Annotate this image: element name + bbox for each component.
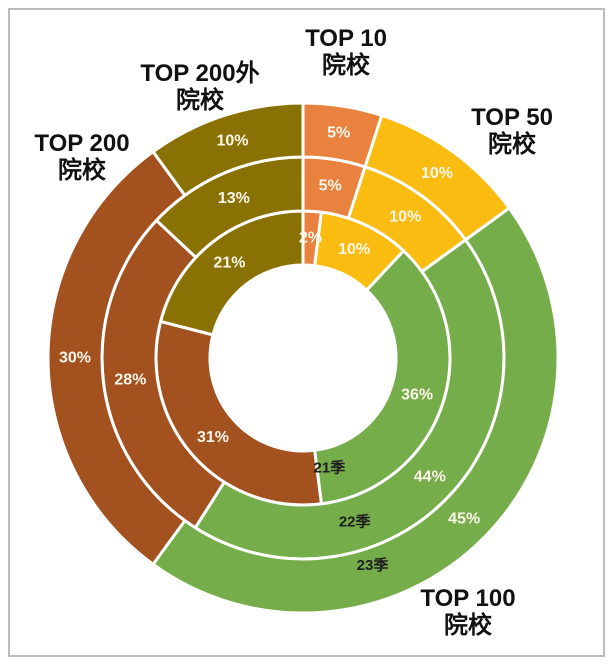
segment-value-label: 2% — [299, 230, 322, 247]
segment-23季-TOP 100 — [151, 206, 560, 615]
segment-value-label: 31% — [197, 429, 229, 446]
segment-value-label: 10% — [421, 165, 453, 182]
category-label-top50-line1: TOP 50 — [471, 104, 553, 131]
category-label-top50-line2: 院校 — [488, 131, 536, 158]
segment-value-label: 30% — [59, 350, 91, 367]
segment-value-label: 36% — [401, 387, 433, 404]
category-label-top200plus-line2: 院校 — [176, 87, 224, 114]
segment-value-label: 44% — [414, 469, 446, 486]
category-label-top50: TOP 50 院校 — [471, 104, 553, 158]
segment-value-label: 45% — [448, 511, 480, 528]
category-label-top10: TOP 10 院校 — [305, 25, 387, 79]
segment-23季-TOP 200外 — [151, 101, 305, 197]
category-label-top100: TOP 100 院校 — [420, 585, 515, 639]
segment-value-label: 10% — [338, 241, 370, 258]
ring-season-label: 22季 — [339, 513, 371, 531]
category-label-top10-line1: TOP 10 — [305, 25, 387, 52]
segment-value-label: 10% — [216, 133, 248, 150]
category-label-top200-line2: 院校 — [58, 157, 106, 184]
category-label-top200plus: TOP 200外 院校 — [140, 60, 259, 114]
segment-value-label: 13% — [218, 190, 250, 207]
ring-season-label: 21季 — [314, 458, 346, 476]
segment-value-label: 10% — [389, 209, 421, 226]
category-label-top100-line2: 院校 — [444, 612, 492, 639]
category-label-top200: TOP 200 院校 — [34, 130, 129, 184]
segment-value-label: 5% — [319, 178, 342, 195]
segment-value-label: 28% — [114, 371, 146, 388]
category-label-top200-line1: TOP 200 — [34, 130, 130, 157]
category-label-top10-line2: 院校 — [322, 52, 370, 79]
ring-season-label: 23季 — [357, 556, 389, 574]
segment-value-label: 21% — [213, 255, 245, 272]
segment-value-label: 5% — [327, 124, 350, 141]
category-label-top100-line1: TOP 100 — [420, 585, 516, 612]
category-label-top200plus-line1: TOP 200外 — [140, 60, 260, 87]
